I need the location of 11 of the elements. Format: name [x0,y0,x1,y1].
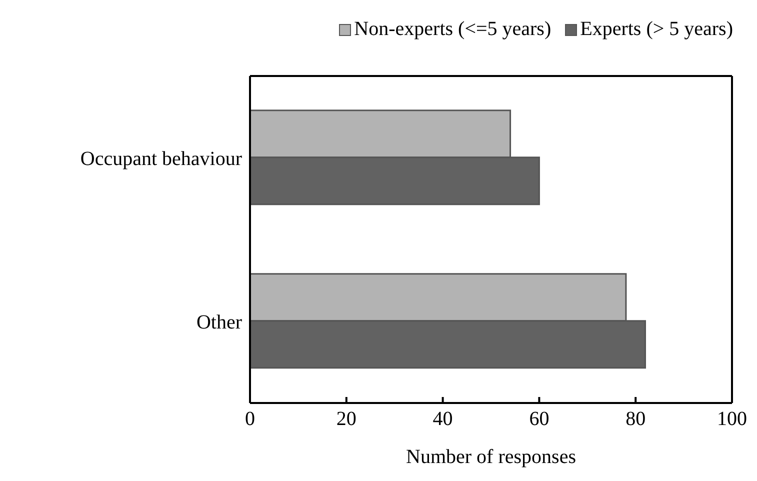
legend-label: Non-experts (<=5 years) [354,18,552,41]
x-tick-label: 40 [432,408,453,430]
x-tick-label: 80 [626,408,646,430]
x-axis-title: Number of responses [406,446,576,468]
x-tick-label: 0 [245,408,255,430]
x-tick-label: 60 [529,408,550,430]
x-tick-label: 20 [336,408,356,430]
y-tick-label: Other [196,311,242,334]
legend-label: Experts (> 5 years) [580,18,733,41]
x-tick-label: 100 [717,408,747,430]
y-tick-label: Occupant behaviour [80,148,242,170]
